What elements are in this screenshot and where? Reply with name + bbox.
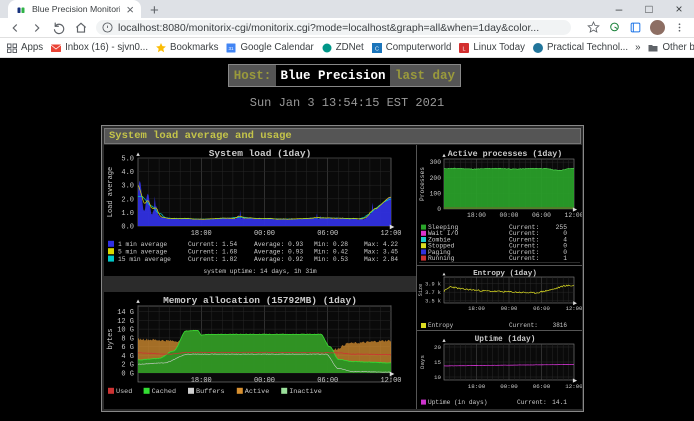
svg-text:0: 0 xyxy=(437,206,441,213)
svg-text:Active processes (1day): Active processes (1day) xyxy=(448,149,563,159)
svg-text:15: 15 xyxy=(434,359,441,366)
svg-text:18:00: 18:00 xyxy=(468,383,486,390)
svg-text:14.1: 14.1 xyxy=(552,399,567,406)
svg-text:300: 300 xyxy=(430,159,442,166)
svg-text:Memory allocation (15792MB) (: Memory allocation (15792MB) (1day) xyxy=(163,295,357,306)
svg-text:▶: ▶ xyxy=(390,371,395,378)
svg-text:system uptime: 14 days, 1h 31m: system uptime: 14 days, 1h 31m xyxy=(203,268,317,275)
svg-text:Current: 1.54: Current: 1.54 xyxy=(188,241,237,248)
svg-text:▲: ▲ xyxy=(442,152,446,159)
svg-text:Active: Active xyxy=(245,388,269,396)
svg-text:3.0: 3.0 xyxy=(121,183,134,191)
svg-text:bytes: bytes xyxy=(107,329,115,350)
svg-text:Days: Days xyxy=(419,356,426,370)
svg-text:1 min average: 1 min average xyxy=(118,241,167,248)
svg-text:18:00: 18:00 xyxy=(468,305,485,312)
svg-text:Current: 1.82: Current: 1.82 xyxy=(188,256,237,263)
svg-text:Current: 1.68: Current: 1.68 xyxy=(188,248,237,255)
svg-text:4 G: 4 G xyxy=(121,353,134,361)
svg-text:00:00: 00:00 xyxy=(254,377,275,385)
svg-text:Inactive: Inactive xyxy=(289,388,322,396)
svg-text:20: 20 xyxy=(434,344,441,351)
svg-text:15 min average: 15 min average xyxy=(118,256,171,263)
svg-text:12:00: 12:00 xyxy=(380,377,401,385)
svg-text:3.9 k: 3.9 k xyxy=(425,282,441,288)
svg-text:06:00: 06:00 xyxy=(533,305,550,312)
svg-text:6 G: 6 G xyxy=(121,345,134,353)
svg-text:Size: Size xyxy=(418,284,424,297)
svg-text:18:00: 18:00 xyxy=(191,377,212,385)
svg-text:▲: ▲ xyxy=(442,337,446,344)
svg-text:100: 100 xyxy=(430,190,442,197)
svg-text:8 G: 8 G xyxy=(121,336,134,344)
svg-text:Entropy: Entropy xyxy=(428,322,454,329)
svg-text:2.0: 2.0 xyxy=(121,196,134,204)
svg-text:Current:: Current: xyxy=(509,322,538,329)
svg-text:18:00: 18:00 xyxy=(191,230,212,238)
svg-text:06:00: 06:00 xyxy=(533,383,551,390)
svg-text:Max: 2.84: Max: 2.84 xyxy=(364,256,398,263)
svg-text:System load (1day): System load (1day) xyxy=(209,148,312,159)
svg-text:5.0: 5.0 xyxy=(121,156,134,164)
svg-text:Current:: Current: xyxy=(509,255,539,262)
svg-text:Max: 4.22: Max: 4.22 xyxy=(364,241,398,248)
svg-text:Used: Used xyxy=(116,388,132,396)
svg-text:00:00: 00:00 xyxy=(254,230,275,238)
svg-text:200: 200 xyxy=(430,175,442,182)
svg-text:▲: ▲ xyxy=(136,298,140,305)
svg-text:3.7 k: 3.7 k xyxy=(425,290,441,296)
svg-text:Min: 0.42: Min: 0.42 xyxy=(314,248,348,255)
svg-text:Load average: Load average xyxy=(107,167,115,217)
svg-text:Min: 0.28: Min: 0.28 xyxy=(314,241,348,248)
svg-text:C: C xyxy=(375,46,379,52)
svg-text:3816: 3816 xyxy=(553,322,568,329)
svg-text:Min: 0.53: Min: 0.53 xyxy=(314,256,348,263)
svg-text:Buffers: Buffers xyxy=(196,388,225,396)
svg-text:Average: 0.92: Average: 0.92 xyxy=(254,256,303,263)
svg-text:31: 31 xyxy=(229,46,235,51)
svg-text:Running: Running xyxy=(428,255,455,262)
svg-text:Uptime (1day): Uptime (1day) xyxy=(475,336,536,344)
svg-text:00:00: 00:00 xyxy=(500,212,519,219)
svg-text:1: 1 xyxy=(563,255,567,262)
svg-text:12 G: 12 G xyxy=(117,318,134,326)
svg-text:12:00: 12:00 xyxy=(565,383,582,390)
svg-text:06:00: 06:00 xyxy=(532,212,551,219)
svg-text:▲: ▲ xyxy=(136,151,140,158)
svg-text:06:00: 06:00 xyxy=(317,377,338,385)
svg-text:Average: 0.93: Average: 0.93 xyxy=(254,241,303,248)
svg-text:5 min average: 5 min average xyxy=(118,248,167,255)
svg-text:Max: 3.45: Max: 3.45 xyxy=(364,248,398,255)
svg-text:▶: ▶ xyxy=(573,301,577,307)
svg-text:14 G: 14 G xyxy=(117,310,134,318)
svg-text:0.0: 0.0 xyxy=(121,224,134,232)
svg-text:18:00: 18:00 xyxy=(467,212,486,219)
svg-text:Cached: Cached xyxy=(152,388,176,396)
svg-text:4.0: 4.0 xyxy=(121,169,134,177)
svg-text:2 G: 2 G xyxy=(121,362,134,370)
svg-text:Average: 0.93: Average: 0.93 xyxy=(254,248,303,255)
svg-text:00:00: 00:00 xyxy=(501,305,518,312)
svg-text:▶: ▶ xyxy=(390,224,395,231)
svg-text:12:00: 12:00 xyxy=(565,212,582,219)
svg-text:Processes: Processes xyxy=(419,167,426,201)
svg-text:3.5 k: 3.5 k xyxy=(425,299,441,305)
svg-text:12:00: 12:00 xyxy=(380,230,401,238)
svg-text:10: 10 xyxy=(434,374,441,381)
svg-text:1.0: 1.0 xyxy=(121,210,134,218)
svg-text:10 G: 10 G xyxy=(117,327,134,335)
svg-text:0 G: 0 G xyxy=(121,371,134,379)
svg-text:▲: ▲ xyxy=(442,272,445,278)
svg-text:L: L xyxy=(463,46,466,52)
svg-text:Uptime (in days): Uptime (in days) xyxy=(428,399,487,406)
svg-text:00:00: 00:00 xyxy=(500,383,518,390)
svg-text:06:00: 06:00 xyxy=(317,230,338,238)
svg-text:Current:: Current: xyxy=(517,399,547,406)
